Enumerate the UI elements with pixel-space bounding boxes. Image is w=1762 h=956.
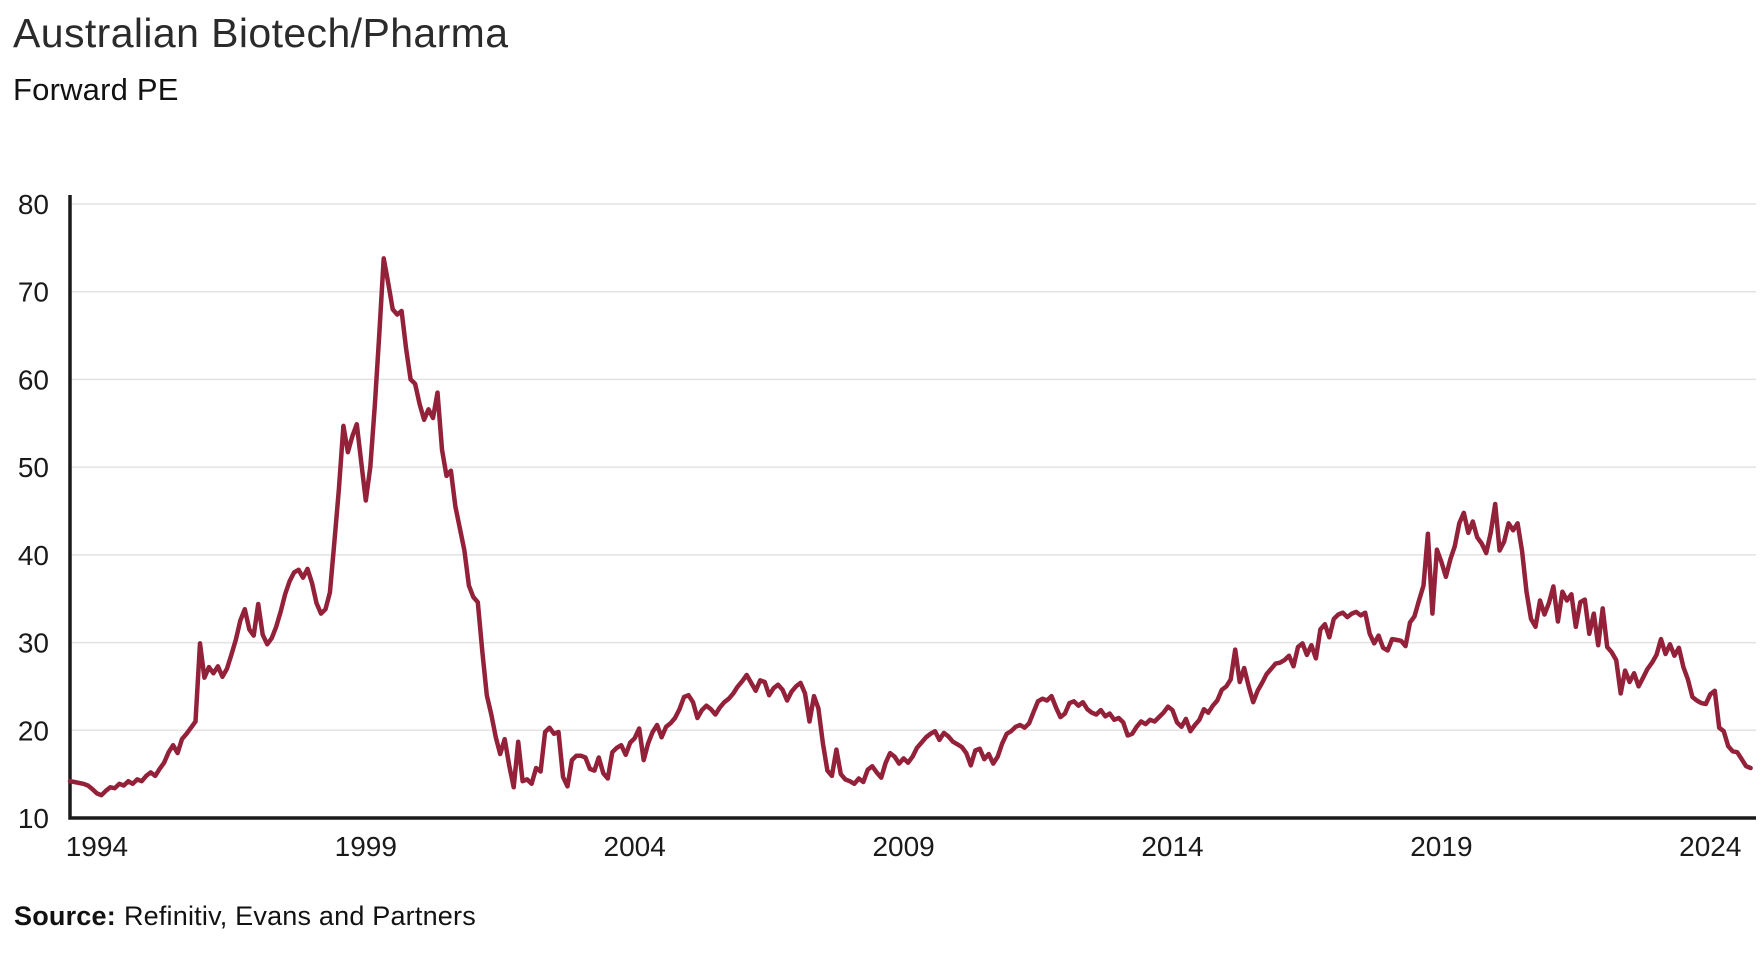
y-axis-tick-label: 80: [18, 189, 49, 220]
x-axis-tick-label: 1994: [66, 831, 128, 862]
source-label: Source:: [14, 901, 116, 931]
y-axis-tick-label: 60: [18, 364, 49, 395]
y-axis-tick-label: 70: [18, 277, 49, 308]
source-text: Refinitiv, Evans and Partners: [123, 901, 476, 931]
y-axis-tick-label: 20: [18, 715, 49, 746]
x-axis-tick-label: 2014: [1141, 831, 1203, 862]
x-axis-tick-label: 2004: [604, 831, 666, 862]
y-axis-tick-label: 30: [18, 628, 49, 659]
y-axis-tick-label: 10: [18, 803, 49, 834]
chart-title: Australian Biotech/Pharma: [13, 10, 509, 56]
y-axis-tick-label: 40: [18, 540, 49, 571]
x-axis-tick-label: 2019: [1410, 831, 1472, 862]
source-note: Source: Refinitiv, Evans and Partners: [14, 901, 476, 932]
x-axis-tick-label: 1999: [335, 831, 397, 862]
axes: [68, 195, 1756, 820]
x-axis-tick-label: 2024: [1679, 831, 1741, 862]
forward-pe-line: [67, 256, 1753, 798]
chart-subtitle: Forward PE: [13, 72, 179, 107]
y-axis-tick-label: 50: [18, 452, 49, 483]
x-axis-tick-label: 2009: [872, 831, 934, 862]
